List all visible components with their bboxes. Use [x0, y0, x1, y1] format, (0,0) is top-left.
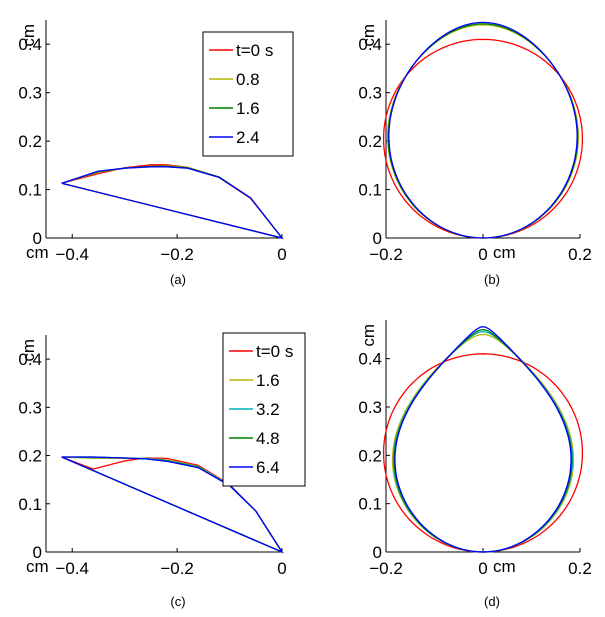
x-tick-label: −0.4	[55, 559, 89, 578]
x-tick-label: 0	[478, 245, 487, 264]
y-unit-label: cm	[19, 339, 38, 362]
x-unit-label: cm	[26, 243, 49, 262]
panel-caption: (d)	[484, 594, 500, 609]
legend-box	[202, 31, 294, 157]
series-line	[382, 38, 584, 239]
y-unit-label: cm	[19, 24, 38, 47]
x-unit-label: cm	[493, 243, 516, 262]
x-tick-label: 0	[478, 559, 487, 578]
x-tick-label: 0	[277, 559, 286, 578]
y-tick-label: 0.2	[358, 132, 382, 151]
series-line	[394, 326, 572, 553]
legend-label: 0.8	[236, 70, 260, 89]
y-tick-label: 0.4	[358, 350, 382, 369]
panel-caption: (c)	[170, 594, 185, 609]
y-tick-label: 0.4	[358, 35, 382, 54]
y-tick-label: 0.4	[18, 35, 42, 54]
x-unit-label: cm	[26, 557, 49, 576]
legend-label: 1.6	[236, 99, 260, 118]
x-tick-label: 0	[277, 245, 286, 264]
series-line	[391, 333, 575, 553]
x-tick-label: −0.2	[160, 245, 194, 264]
x-tick-label: −0.2	[369, 245, 403, 264]
series-line	[387, 24, 579, 239]
legend: t=0 s 0.8 1.6 2.4	[202, 31, 294, 157]
series-line	[61, 166, 284, 240]
y-tick-label: 0.4	[18, 350, 42, 369]
y-tick-label: 0.2	[18, 447, 42, 466]
series-line	[392, 330, 574, 553]
legend-label: t=0 s	[256, 342, 293, 361]
y-tick-label: 0.3	[358, 398, 382, 417]
y-tick-label: 0.1	[358, 495, 382, 514]
y-unit-label: cm	[359, 324, 378, 347]
y-tick-label: 0	[373, 229, 382, 248]
y-tick-label: 0	[373, 543, 382, 562]
legend-label: 4.8	[256, 429, 280, 448]
legend: t=0 s 1.6 3.2 4.8 6.4	[222, 332, 306, 487]
y-tick-label: 0.1	[358, 181, 382, 200]
legend-label: t=0 s	[236, 41, 273, 60]
x-tick-label: −0.4	[55, 245, 89, 264]
panel-caption: (a)	[170, 272, 186, 287]
series-line	[387, 23, 579, 239]
x-tick-label: −0.2	[160, 559, 194, 578]
y-tick-label: 0.3	[18, 84, 42, 103]
series-line	[61, 456, 284, 554]
x-tick-label: −0.2	[369, 559, 403, 578]
panel-caption: (b)	[484, 272, 500, 287]
legend-label: 1.6	[256, 371, 280, 390]
y-tick-label: 0	[33, 229, 42, 248]
y-tick-label: 0.2	[358, 446, 382, 465]
series-line	[61, 164, 284, 240]
series-line	[61, 165, 284, 240]
series-line	[382, 353, 584, 553]
y-tick-label: 0.1	[18, 495, 42, 514]
y-tick-label: 0	[33, 543, 42, 562]
legend-label: 2.4	[236, 128, 260, 147]
y-tick-label: 0.2	[18, 132, 42, 151]
series-line	[393, 329, 573, 553]
legend-label: 6.4	[256, 458, 280, 477]
series-line	[388, 21, 578, 239]
x-tick-label: 0.2	[568, 559, 592, 578]
y-unit-label: cm	[359, 24, 378, 47]
y-tick-label: 0.3	[358, 84, 382, 103]
x-tick-label: 0.2	[568, 245, 592, 264]
legend-label: 3.2	[256, 400, 280, 419]
series-line	[61, 165, 284, 240]
y-tick-label: 0.3	[18, 398, 42, 417]
y-tick-label: 0.1	[18, 181, 42, 200]
x-unit-label: cm	[493, 557, 516, 576]
